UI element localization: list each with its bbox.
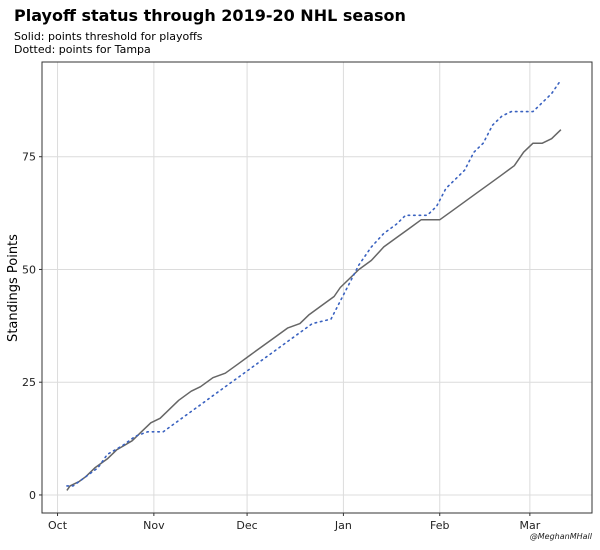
series-lines [66, 79, 562, 491]
axis-ticks: 0 25 50 75 Oct Nov Dec Jan Feb Mar [22, 151, 541, 532]
chart-subtitle-solid: Solid: points threshold for playoffs [14, 30, 203, 43]
x-tick-label: Mar [519, 519, 540, 532]
x-tick-label: Jan [334, 519, 352, 532]
chart-subtitle-dotted: Dotted: points for Tampa [14, 43, 151, 56]
y-tick-label: 0 [29, 489, 36, 502]
x-tick-label: Nov [143, 519, 165, 532]
playoff-threshold-line [66, 129, 562, 491]
chart-title: Playoff status through 2019-20 NHL seaso… [14, 6, 406, 25]
y-axis-label: Standings Points [6, 234, 21, 342]
x-tick-label: Oct [48, 519, 68, 532]
chart-caption: @MeghanMHall [529, 532, 592, 541]
tampa-points-line [66, 79, 562, 487]
y-tick-label: 25 [22, 376, 36, 389]
plot-panel [41, 61, 593, 514]
x-tick-label: Dec [236, 519, 257, 532]
y-tick-label: 75 [22, 151, 36, 164]
grid-lines [42, 62, 592, 513]
x-tick-label: Feb [430, 519, 449, 532]
y-tick-label: 50 [22, 263, 36, 276]
